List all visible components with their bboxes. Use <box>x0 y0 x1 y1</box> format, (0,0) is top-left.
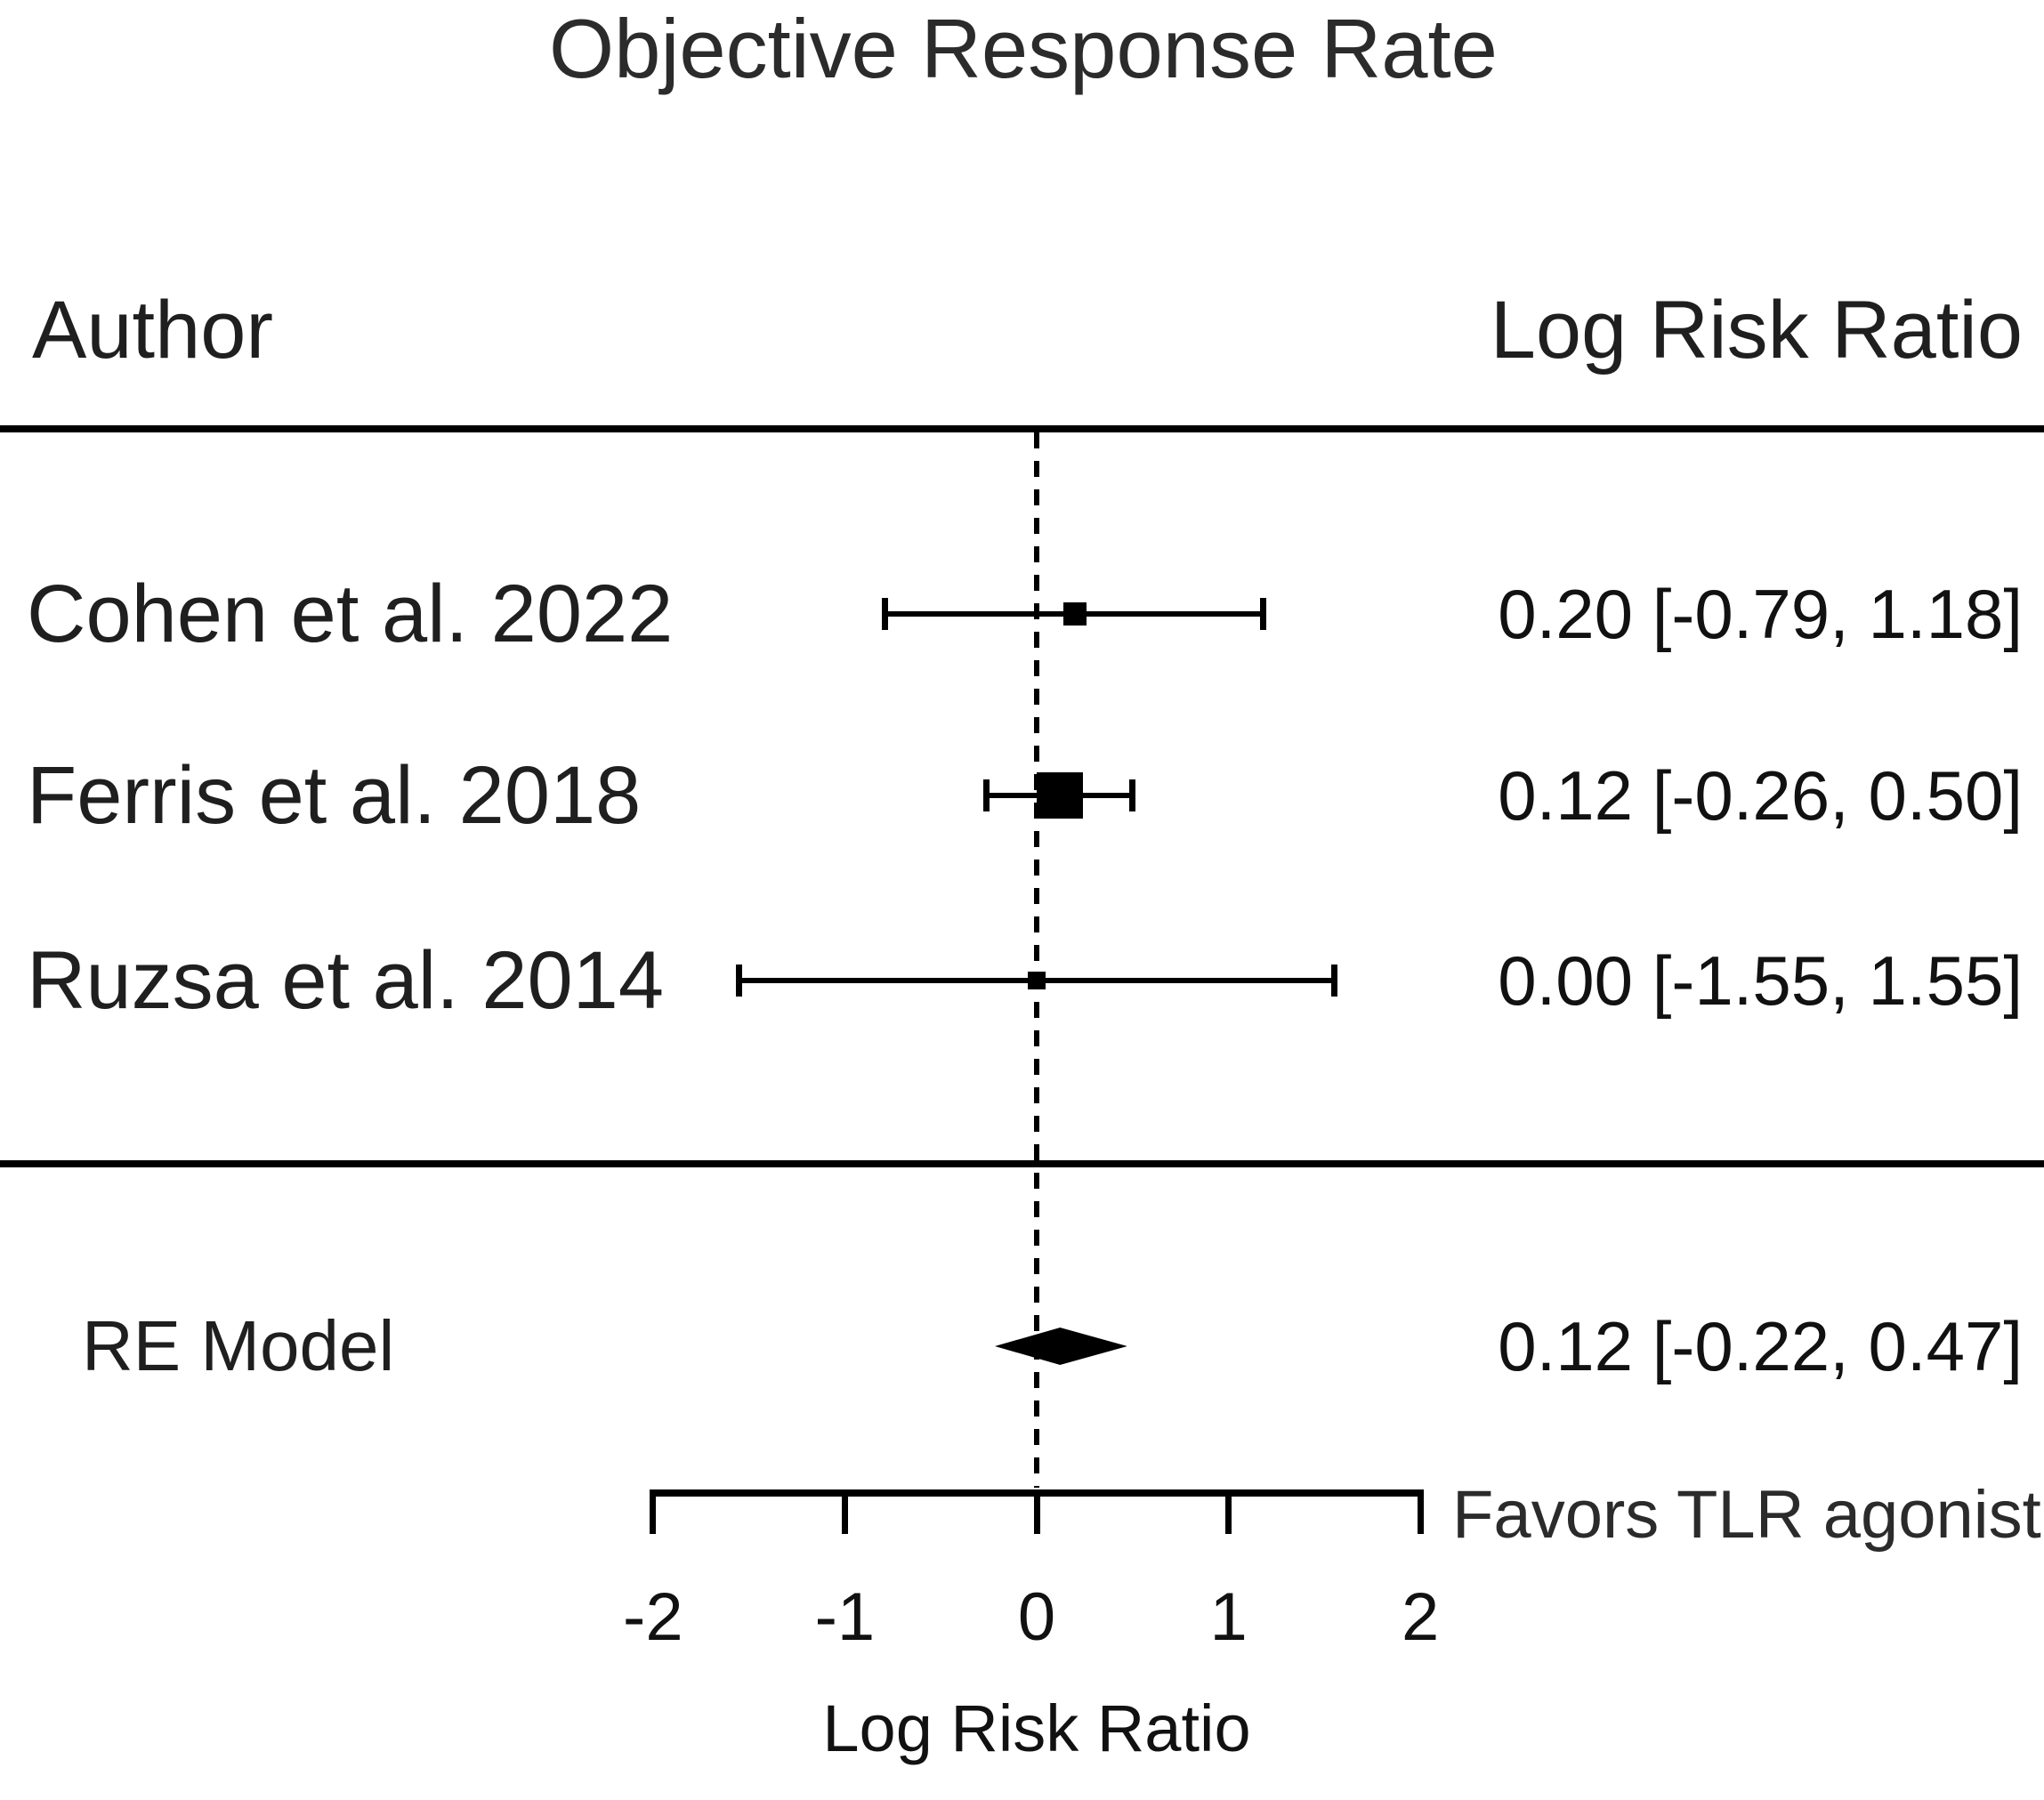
plot-title: Objective Response Rate <box>549 2 1498 95</box>
x-tick-label: 0 <box>1017 1579 1056 1655</box>
study-point-marker <box>1028 972 1046 989</box>
author-column-header: Author <box>32 285 274 375</box>
zero-reference-line <box>1034 432 1039 1488</box>
x-axis-tick <box>650 1493 657 1534</box>
study-estimate-text: 0.20 [-0.79, 1.18] <box>1498 575 2023 653</box>
study-estimate-text: 0.12 [-0.26, 0.50] <box>1498 756 2023 835</box>
summary-diamond <box>994 1328 1127 1365</box>
ci-cap-right <box>1330 965 1337 997</box>
x-tick-label: -1 <box>814 1579 876 1655</box>
summary-estimate-text: 0.12 [-0.22, 0.47] <box>1498 1307 2023 1385</box>
favors-annotation: Favors TLR agonist <box>1452 1477 2041 1553</box>
x-tick-label: 2 <box>1402 1579 1440 1655</box>
ci-cap-left <box>882 598 889 630</box>
study-label: Ruzsa et al. 2014 <box>27 935 665 1026</box>
study-point-marker <box>1063 602 1087 626</box>
x-tick-label: -2 <box>623 1579 683 1655</box>
summary-model-label: RE Model <box>82 1306 395 1385</box>
ci-cap-left <box>736 965 743 997</box>
ci-cap-left <box>983 779 990 811</box>
x-axis-tick <box>1033 1493 1040 1534</box>
header-separator-line <box>0 425 2044 432</box>
study-label: Cohen et al. 2022 <box>27 569 674 659</box>
effect-column-header: Log Risk Ratio <box>1490 285 2023 375</box>
x-axis-tick <box>841 1493 848 1534</box>
x-axis-title: Log Risk Ratio <box>822 1691 1251 1765</box>
x-axis-tick <box>1417 1493 1424 1534</box>
x-tick-label: 1 <box>1209 1579 1248 1655</box>
summary-separator-line <box>0 1160 2044 1167</box>
study-point-marker <box>1036 772 1083 819</box>
study-estimate-text: 0.00 [-1.55, 1.55] <box>1498 941 2023 1020</box>
ci-cap-right <box>1129 779 1136 811</box>
study-label: Ferris et al. 2018 <box>27 750 642 841</box>
ci-cap-right <box>1259 598 1266 630</box>
x-axis-tick <box>1225 1493 1232 1534</box>
